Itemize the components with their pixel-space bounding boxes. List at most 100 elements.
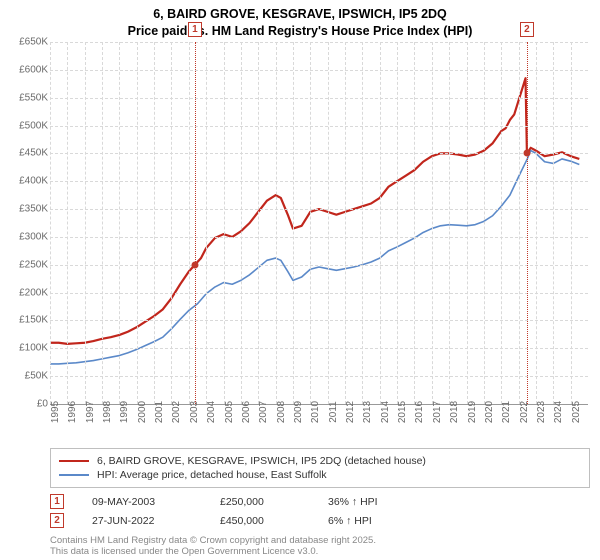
title-line2: Price paid vs. HM Land Registry's House … — [0, 23, 600, 40]
legend-label: HPI: Average price, detached house, East… — [97, 469, 327, 481]
x-tick-label: 2025 — [571, 401, 582, 423]
chart-container: 6, BAIRD GROVE, KESGRAVE, IPSWICH, IP5 2… — [0, 0, 600, 560]
x-gridline — [224, 42, 225, 404]
x-tick-label: 2023 — [536, 401, 547, 423]
y-tick-label: £200K — [19, 287, 48, 298]
x-gridline — [484, 42, 485, 404]
x-tick-label: 2008 — [276, 401, 287, 423]
y-gridline — [50, 209, 588, 210]
marker-dot — [191, 261, 198, 268]
y-tick-label: £150K — [19, 315, 48, 326]
y-tick-label: £400K — [19, 176, 48, 187]
transaction-table: 1 09-MAY-2003 £250,000 36% ↑ HPI 2 27-JUN-202… — [50, 492, 378, 530]
x-tick-label: 2010 — [310, 401, 321, 423]
x-gridline — [362, 42, 363, 404]
x-tick-label: 2018 — [449, 401, 460, 423]
x-tick-label: 1997 — [85, 401, 96, 423]
transaction-marker: 1 — [50, 494, 64, 509]
x-gridline — [154, 42, 155, 404]
x-gridline — [345, 42, 346, 404]
x-tick-label: 2009 — [293, 401, 304, 423]
x-tick-label: 2024 — [553, 401, 564, 423]
x-gridline — [258, 42, 259, 404]
x-tick-label: 2020 — [484, 401, 495, 423]
title-line1: 6, BAIRD GROVE, KESGRAVE, IPSWICH, IP5 2… — [0, 6, 600, 23]
x-tick-label: 2005 — [224, 401, 235, 423]
x-tick-label: 2017 — [432, 401, 443, 423]
transaction-delta: 6% ↑ HPI — [328, 515, 372, 527]
legend-label: 6, BAIRD GROVE, KESGRAVE, IPSWICH, IP5 2… — [97, 455, 426, 467]
x-gridline — [449, 42, 450, 404]
x-gridline — [310, 42, 311, 404]
y-tick-label: £650K — [19, 37, 48, 48]
x-tick-label: 2013 — [362, 401, 373, 423]
y-gridline — [50, 181, 588, 182]
plot-region — [50, 42, 588, 404]
x-gridline — [571, 42, 572, 404]
x-gridline — [241, 42, 242, 404]
x-tick-label: 1996 — [67, 401, 78, 423]
x-gridline — [137, 42, 138, 404]
marker-label: 1 — [188, 22, 202, 37]
footer: Contains HM Land Registry data © Crown c… — [50, 536, 376, 558]
x-gridline — [501, 42, 502, 404]
y-tick-label: £350K — [19, 204, 48, 215]
transaction-delta: 36% ↑ HPI — [328, 496, 378, 508]
y-gridline — [50, 237, 588, 238]
marker-line — [527, 42, 528, 404]
legend: 6, BAIRD GROVE, KESGRAVE, IPSWICH, IP5 2… — [50, 448, 590, 488]
transaction-marker: 2 — [50, 513, 64, 528]
x-gridline — [519, 42, 520, 404]
x-gridline — [206, 42, 207, 404]
x-gridline — [467, 42, 468, 404]
x-gridline — [189, 42, 190, 404]
series-line — [50, 78, 579, 344]
y-gridline — [50, 376, 588, 377]
x-tick-label: 2007 — [258, 401, 269, 423]
y-gridline — [50, 70, 588, 71]
y-tick-label: £450K — [19, 148, 48, 159]
marker-line — [195, 42, 196, 404]
x-tick-label: 2015 — [397, 401, 408, 423]
y-gridline — [50, 126, 588, 127]
y-gridline — [50, 348, 588, 349]
x-gridline — [119, 42, 120, 404]
x-gridline — [293, 42, 294, 404]
x-tick-label: 2004 — [206, 401, 217, 423]
x-tick-label: 2003 — [189, 401, 200, 423]
x-gridline — [67, 42, 68, 404]
footer-line2: This data is licensed under the Open Gov… — [50, 547, 376, 558]
y-tick-label: £50K — [25, 371, 48, 382]
legend-swatch — [59, 474, 89, 477]
y-tick-label: £550K — [19, 92, 48, 103]
x-tick-label: 1998 — [102, 401, 113, 423]
transaction-date: 09-MAY-2003 — [92, 496, 192, 508]
y-gridline — [50, 320, 588, 321]
x-tick-label: 2014 — [380, 401, 391, 423]
y-tick-label: £600K — [19, 64, 48, 75]
x-gridline — [553, 42, 554, 404]
x-gridline — [328, 42, 329, 404]
x-gridline — [414, 42, 415, 404]
marker-label: 2 — [520, 22, 534, 37]
transaction-date: 27-JUN-2022 — [92, 515, 192, 527]
y-gridline — [50, 98, 588, 99]
x-gridline — [276, 42, 277, 404]
y-tick-label: £250K — [19, 259, 48, 270]
x-gridline — [85, 42, 86, 404]
y-gridline — [50, 153, 588, 154]
x-tick-label: 2001 — [154, 401, 165, 423]
transaction-price: £450,000 — [220, 515, 300, 527]
x-tick-label: 2012 — [345, 401, 356, 423]
x-gridline — [536, 42, 537, 404]
x-gridline — [397, 42, 398, 404]
y-tick-label: £300K — [19, 231, 48, 242]
transaction-row: 1 09-MAY-2003 £250,000 36% ↑ HPI — [50, 492, 378, 511]
marker-dot — [523, 150, 530, 157]
transaction-price: £250,000 — [220, 496, 300, 508]
x-tick-label: 2019 — [467, 401, 478, 423]
x-tick-label: 2002 — [171, 401, 182, 423]
y-gridline — [50, 293, 588, 294]
y-tick-label: £0 — [37, 399, 48, 410]
x-tick-label: 1999 — [119, 401, 130, 423]
